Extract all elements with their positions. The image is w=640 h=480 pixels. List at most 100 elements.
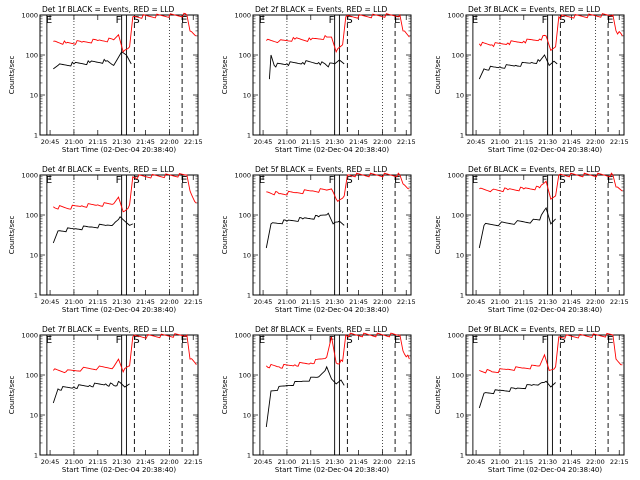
y-tick-label: 1000 (234, 332, 251, 340)
panel-title: Det 7f BLACK = Events, RED = LLD (42, 325, 175, 334)
x-tick-label: 21:15 (88, 298, 107, 306)
x-tick-label: 21:45 (136, 458, 155, 466)
lld-series-line (266, 13, 410, 53)
plot-frame (465, 174, 625, 296)
x-tick-label: 21:30 (538, 138, 557, 146)
x-tick-label: 21:15 (514, 458, 533, 466)
panel-title: Det 3f BLACK = Events, RED = LLD (468, 5, 601, 14)
panel-title: Det 6f BLACK = Events, RED = LLD (468, 165, 601, 174)
lld-series-line (52, 333, 197, 374)
plot-frame (252, 334, 412, 456)
x-tick-label: 21:15 (514, 138, 533, 146)
marker-label: F (329, 335, 335, 346)
marker-label: E (472, 15, 478, 26)
y-tick-label: 100 (26, 212, 38, 220)
x-tick-label: 20:45 (467, 298, 486, 306)
y-tick-label: 1 (460, 292, 464, 300)
marker-label: E (46, 175, 52, 186)
x-tick-label: 20:45 (41, 298, 60, 306)
lld-series-line (478, 13, 623, 52)
events-series-line (268, 54, 345, 80)
marker-label: S (133, 175, 139, 186)
x-tick-label: 22:15 (610, 298, 629, 306)
x-tick-label: 22:15 (397, 138, 416, 146)
x-tick-label: 20:45 (254, 138, 273, 146)
y-tick-label: 1000 (234, 12, 251, 20)
x-tick-label: 22:00 (373, 138, 392, 146)
marker-label: S (346, 175, 352, 186)
panel-title: Det 5f BLACK = Events, RED = LLD (255, 165, 388, 174)
x-axis-label: Start Time (02-Dec-04 20:38:40) (62, 146, 176, 154)
y-axis-label: Counts/sec (434, 376, 442, 415)
x-axis-label: Start Time (02-Dec-04 20:38:40) (488, 146, 602, 154)
x-tick-label: 21:30 (325, 298, 344, 306)
marker-label: E (259, 175, 265, 186)
x-tick-label: 21:30 (538, 298, 557, 306)
panel-title: Det 8f BLACK = Events, RED = LLD (255, 325, 388, 334)
x-tick-label: 21:15 (301, 298, 320, 306)
y-axis-label: Counts/sec (221, 56, 229, 95)
marker-label: F (542, 175, 548, 186)
y-tick-label: 1000 (21, 12, 38, 20)
marker-label: E (607, 15, 613, 26)
marker-label: E (394, 175, 400, 186)
marker-label: S (559, 175, 565, 186)
y-axis-label: Counts/sec (8, 216, 16, 255)
marker-label: S (346, 15, 352, 26)
x-tick-label: 21:00 (491, 458, 510, 466)
marker-label: E (472, 335, 478, 346)
x-tick-label: 22:00 (373, 298, 392, 306)
x-tick-label: 21:30 (325, 138, 344, 146)
y-axis-label: Counts/sec (221, 376, 229, 415)
marker-label: F (329, 15, 335, 26)
y-tick-label: 100 (239, 372, 251, 380)
x-tick-label: 22:00 (373, 458, 392, 466)
y-tick-label: 10 (30, 92, 38, 100)
y-tick-label: 1 (460, 132, 464, 140)
marker-label: E (181, 15, 187, 26)
panel-det-3: Det 3f BLACK = Events, RED = LLD 1 10 100 10… (434, 5, 629, 154)
x-tick-label: 22:00 (586, 138, 605, 146)
x-tick-label: 21:45 (136, 138, 155, 146)
x-tick-label: 22:15 (184, 138, 203, 146)
panel-det-5: Det 5f BLACK = Events, RED = LLD 1 10 100 10… (221, 165, 416, 314)
marker-label: F (116, 335, 122, 346)
panel-det-8: Det 8f BLACK = Events, RED = LLD 1 10 100 10… (221, 325, 416, 474)
x-tick-label: 20:45 (254, 458, 273, 466)
lld-series-line (479, 172, 623, 200)
events-series-line (52, 380, 130, 404)
y-axis-label: Counts/sec (8, 56, 16, 95)
x-tick-label: 22:15 (184, 458, 203, 466)
x-tick-label: 21:00 (278, 138, 297, 146)
lld-series-line (53, 12, 197, 53)
x-tick-label: 22:00 (160, 298, 179, 306)
marker-label: F (542, 15, 548, 26)
y-tick-label: 1 (247, 292, 251, 300)
x-tick-label: 21:45 (349, 458, 368, 466)
y-tick-label: 100 (452, 52, 464, 60)
y-tick-label: 1000 (21, 172, 38, 180)
x-axis-label: Start Time (02-Dec-04 20:38:40) (488, 306, 602, 314)
y-tick-label: 1 (247, 132, 251, 140)
x-tick-label: 21:00 (65, 298, 84, 306)
x-tick-label: 22:00 (160, 458, 179, 466)
marker-label: F (116, 175, 122, 186)
x-tick-label: 21:30 (112, 458, 131, 466)
y-tick-label: 10 (30, 252, 38, 260)
marker-label: E (394, 15, 400, 26)
x-tick-label: 21:45 (349, 298, 368, 306)
plot-frame (39, 174, 199, 296)
events-series-line (53, 51, 132, 70)
y-axis-label: Counts/sec (434, 216, 442, 255)
marker-label: E (259, 335, 265, 346)
y-tick-label: 100 (26, 52, 38, 60)
x-tick-label: 22:00 (586, 298, 605, 306)
panel-det-4: Det 4f BLACK = Events, RED = LLD 1 10 100 10… (8, 165, 203, 314)
marker-label: S (346, 335, 352, 346)
x-tick-label: 20:45 (467, 458, 486, 466)
y-tick-label: 10 (30, 412, 38, 420)
x-tick-label: 21:45 (562, 298, 581, 306)
x-tick-label: 22:15 (610, 138, 629, 146)
x-tick-label: 21:00 (491, 138, 510, 146)
lld-series-line (266, 172, 410, 202)
